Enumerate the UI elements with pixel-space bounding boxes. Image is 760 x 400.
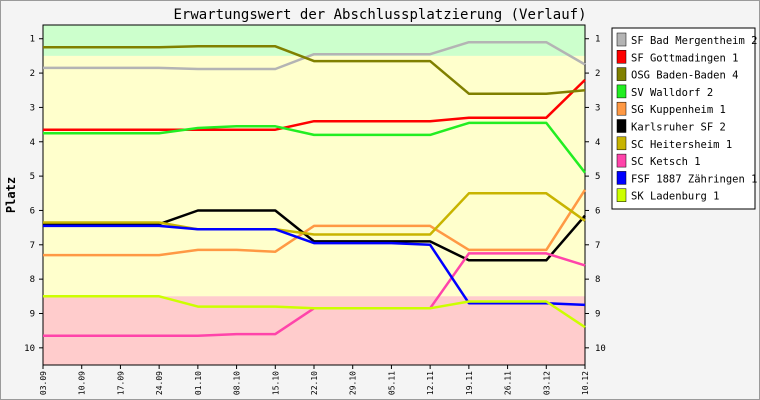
x-tick-label: 01.10: [194, 371, 203, 395]
legend-swatch: [616, 119, 627, 133]
y-tick-label: 3: [595, 103, 600, 113]
x-tick-label: 26.11: [504, 371, 513, 395]
x-tick-label: 08.10: [233, 371, 242, 395]
y-tick-label: 1: [30, 35, 35, 45]
legend-label: SC Heitersheim 1: [631, 139, 732, 151]
legend-swatch: [616, 67, 627, 81]
y-tick-label: 5: [30, 172, 35, 182]
series-line: [43, 45, 586, 95]
legend-label: FSF 1887 Zähringen 1: [631, 173, 757, 185]
legend-swatch: [616, 50, 627, 64]
y-tick-label: 2: [595, 69, 600, 79]
plot-area: 1 1 2 2 3 3 4 4 5 5 6 6 7 7 8 8 9 9 10 10 03.09 10.09 17.09 24.…: [24, 24, 606, 395]
x-tick-label: 19.11: [465, 371, 474, 395]
y-tick-label: 7: [595, 241, 600, 251]
series-line: [43, 224, 586, 307]
series-line: [43, 189, 587, 257]
x-tick-label: 03.09: [39, 371, 48, 395]
y-tick-label: 3: [30, 103, 35, 113]
legend-swatch: [616, 84, 627, 99]
legend-label: Karlsruher SF 2: [631, 122, 726, 134]
series-line: [43, 79, 586, 131]
x-tick-label: 10.09: [78, 371, 87, 395]
x-tick-label: 15.10: [271, 371, 280, 395]
legend-label: SC Ketsch 1: [631, 156, 701, 168]
y-tick-label: 10: [595, 344, 606, 354]
legend-label: SF Gottmadingen 1: [631, 52, 738, 64]
zone-band: [43, 296, 585, 365]
x-tick-label: 03.12: [542, 371, 551, 395]
zone-band: [43, 25, 585, 56]
y-tick-label: 8: [595, 275, 600, 285]
y-tick-label: 4: [595, 138, 600, 148]
y-tick-label: 4: [30, 138, 35, 148]
y-tick-label: 9: [30, 309, 35, 319]
y-tick-label: 6: [30, 206, 35, 216]
chart-title: Erwartungswert der Abschlussplatzierung …: [173, 7, 586, 23]
legend-label: SV Walldorf 2: [631, 87, 713, 99]
x-tick-label: 24.09: [155, 371, 164, 395]
x-tick-label: 22.10: [310, 371, 319, 395]
series-line: [43, 40, 586, 71]
series-line: [43, 192, 586, 236]
x-tick-label: 17.09: [116, 371, 125, 395]
y-tick-label: 9: [595, 309, 600, 319]
legend-swatch: [616, 153, 627, 168]
x-tick-label: 29.10: [349, 371, 358, 395]
y-tick-label: 7: [30, 241, 35, 251]
legend-label: SK Ladenburg 1: [631, 191, 720, 203]
x-tick-label: 12.11: [426, 371, 435, 395]
y-tick-label: 8: [30, 275, 35, 285]
legend-label: SG Kuppenheim 1: [631, 104, 726, 116]
legend-swatch: [616, 188, 627, 202]
legend-label: SF Bad Mergentheim 2: [631, 35, 757, 47]
y-tick-label: 1: [595, 35, 600, 45]
series-line: [43, 121, 586, 174]
x-tick-label: 05.11: [387, 371, 396, 395]
legend-label: OSG Baden-Baden 4: [631, 70, 738, 82]
legend-swatch: [616, 101, 627, 116]
legend-swatch: [616, 32, 627, 47]
series-line: [43, 209, 586, 262]
legend-swatch: [616, 171, 627, 185]
y-axis-label: Platz: [4, 177, 18, 213]
series-line: [43, 295, 586, 329]
legend-swatch: [616, 136, 627, 151]
y-tick-label: 5: [595, 172, 600, 182]
legend-box: [611, 27, 756, 210]
y-tick-label: 6: [595, 206, 600, 216]
y-tick-label: 2: [30, 69, 35, 79]
x-tick-label: 10.12: [581, 371, 590, 395]
y-tick-label: 10: [24, 344, 35, 354]
legend: SF Bad Mergentheim 2 SF Gottmadingen 1 OSG…: [611, 27, 757, 210]
